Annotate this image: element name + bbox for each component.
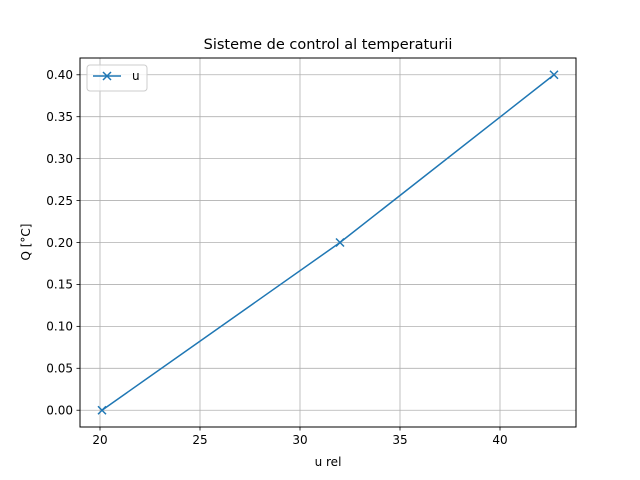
y-tick-label: 0.30 <box>46 152 73 166</box>
y-axis-ticks: 0.00 0.05 0.10 0.15 0.20 0.25 0.30 0.35 0.40 <box>46 68 80 418</box>
y-tick-label: 0.20 <box>46 236 73 250</box>
y-tick-label: 0.25 <box>46 194 73 208</box>
legend-entry-u: u <box>132 69 140 83</box>
y-tick-label: 0.15 <box>46 278 73 292</box>
x-tick-label: 35 <box>392 433 407 447</box>
x-axis-ticks: 20 25 30 35 40 <box>92 427 508 447</box>
series-layer <box>97 70 559 415</box>
data-point-marker <box>335 237 345 248</box>
chart-title: Sisteme de control al temperaturii <box>204 37 453 53</box>
grid-lines <box>80 58 576 427</box>
legend-marker-x-icon <box>102 71 112 81</box>
data-point-marker <box>549 70 559 80</box>
x-tick-label: 25 <box>192 433 207 447</box>
x-tick-label: 20 <box>92 433 107 447</box>
x-tick-label: 30 <box>292 433 307 447</box>
legend: u <box>86 64 148 92</box>
y-axis-label: Q [°C] <box>19 223 33 260</box>
plot-area: 20 25 30 35 40 0.000.050.100.150.200.250.300… <box>46 57 577 447</box>
x-axis-label: u rel <box>315 455 342 469</box>
y-tick-label: 0.00 <box>46 404 73 418</box>
y-tick-label: 0.35 <box>46 110 73 124</box>
legend-frame <box>86 64 148 92</box>
y-tick-label: 0.05 <box>46 362 73 376</box>
x-tick-label: 40 <box>492 433 507 447</box>
data-point-marker <box>97 405 107 415</box>
y-tick-label: 0.10 <box>46 320 73 334</box>
y-tick-label: 0.40 <box>46 68 73 82</box>
